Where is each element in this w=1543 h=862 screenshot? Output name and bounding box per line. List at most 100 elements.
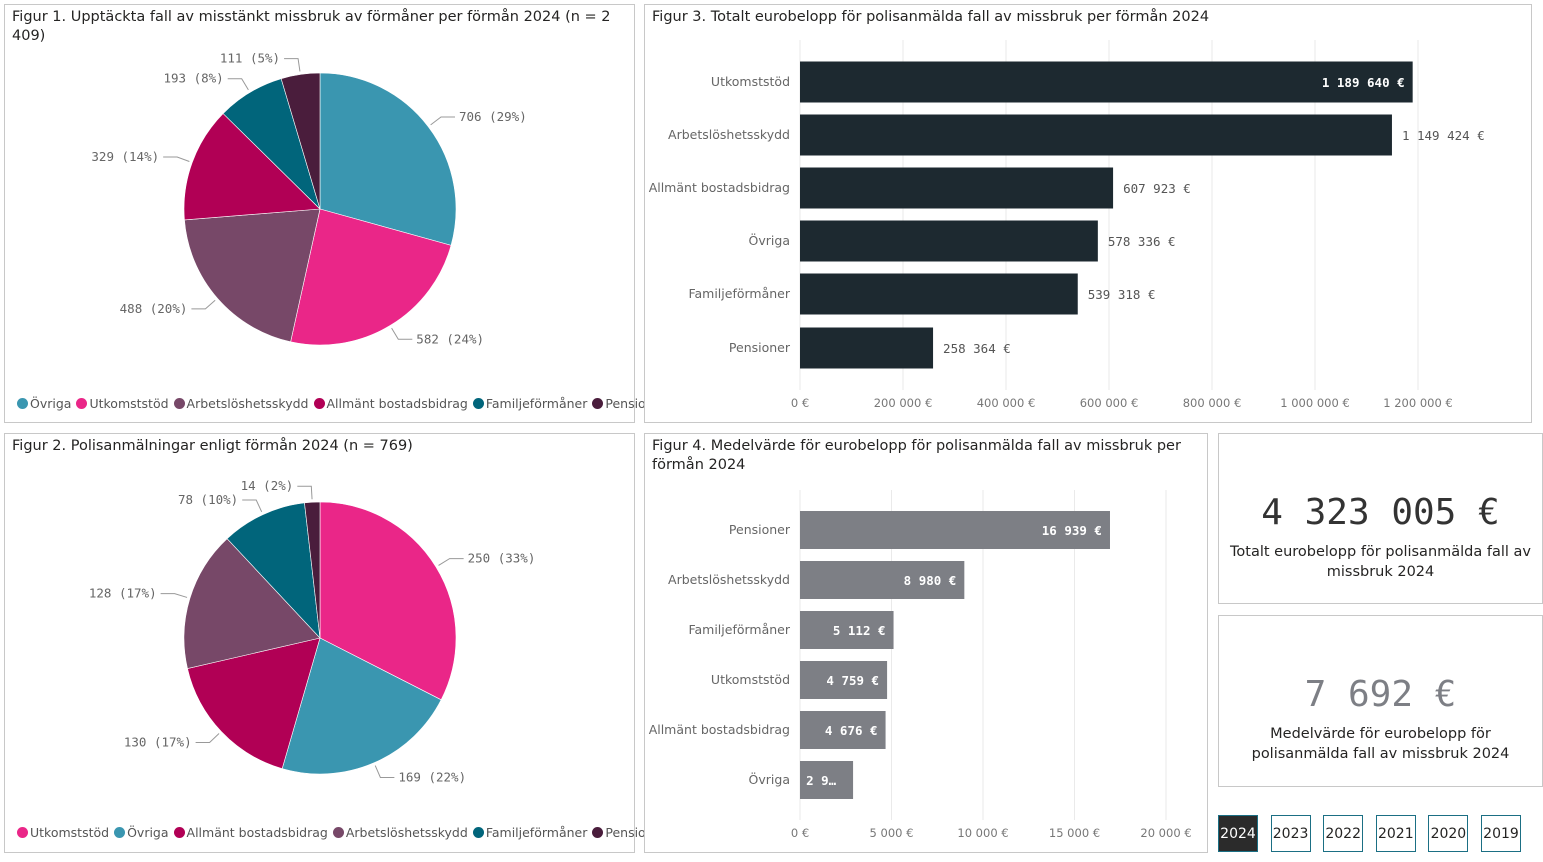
kpi-total-label: Totalt eurobelopp för polisanmälda fall …	[1230, 544, 1531, 580]
data-label: 706 (29%)	[459, 109, 527, 124]
data-label: 128 (17%)	[89, 586, 157, 601]
bar-familjeförmåner[interactable]	[800, 611, 894, 649]
legend-dot	[472, 398, 484, 409]
bar-pensioner[interactable]	[800, 327, 934, 369]
year-button-2022[interactable]: 2022	[1323, 815, 1364, 852]
leader-line	[438, 558, 464, 566]
legend-dot	[173, 398, 185, 409]
x-tick-label: 200 000 €	[874, 396, 933, 410]
bar-arbetslöshetsskydd[interactable]	[800, 114, 1392, 156]
pie-slice-allmänt-bostadsbidrag[interactable]	[183, 113, 321, 221]
legend-label: Utkomststöd	[89, 396, 169, 411]
data-label: 169 (22%)	[398, 769, 466, 784]
legend-item-familjeförmåner[interactable]: Familjeförmåner	[472, 825, 587, 840]
data-label: 8 980 €	[904, 573, 957, 588]
x-tick-label: 1 200 000 €	[1383, 396, 1453, 410]
x-tick-label: 5 000 €	[870, 826, 914, 840]
kpi-average-card: 7 692 € Medelvärde för eurobelopp för po…	[1218, 615, 1543, 787]
pie-slice-utkomststöd[interactable]	[290, 208, 452, 346]
legend-item-allmänt-bostadsbidrag[interactable]: Allmänt bostadsbidrag	[173, 825, 328, 840]
legend-item-familjeförmåner[interactable]: Familjeförmåner	[472, 396, 588, 411]
kpi-total-card: 4 323 005 € Totalt eurobelopp för polisa…	[1218, 433, 1543, 604]
bar-familjeförmåner[interactable]	[800, 273, 1078, 315]
pie-slice-pensioner[interactable]	[304, 501, 321, 639]
legend-label: Utkomststöd	[30, 825, 110, 840]
legend-item-arbetslöshetsskydd[interactable]: Arbetslöshetsskydd	[173, 396, 309, 411]
category-label: Allmänt bostadsbidrag	[649, 722, 790, 737]
pie-slice-arbetslöshetsskydd[interactable]	[183, 538, 321, 669]
fig3-title: Figur 3. Totalt eurobelopp för polisanmä…	[652, 9, 1210, 25]
category-label: Familjeförmåner	[688, 622, 790, 637]
bar-övriga[interactable]	[800, 761, 854, 799]
legend-label: Familjeförmåner	[485, 396, 588, 411]
bar-utkomststöd[interactable]	[800, 661, 888, 699]
x-tick-label: 600 000 €	[1080, 396, 1139, 410]
bar-utkomststöd[interactable]	[800, 61, 1413, 103]
year-button-2024[interactable]: 2024	[1218, 815, 1258, 852]
bar-pensioner[interactable]	[800, 511, 1110, 549]
year-button-2020[interactable]: 2020	[1428, 815, 1469, 852]
pie-slice-övriga[interactable]	[281, 637, 442, 775]
pie-slice-pensioner[interactable]	[280, 72, 321, 210]
pie-slice-utkomststöd[interactable]	[319, 501, 457, 701]
category-label: Pensioner	[729, 522, 791, 537]
data-label: 111 (5%)	[220, 51, 280, 66]
legend-label: Allmänt bostadsbidrag	[186, 825, 328, 840]
category-label: Övriga	[749, 232, 790, 248]
legend-dot	[173, 827, 185, 838]
bar-allmänt-bostadsbidrag[interactable]	[800, 711, 886, 749]
pie-slice-allmänt-bostadsbidrag[interactable]	[187, 637, 321, 770]
data-label: 607 923 €	[1123, 181, 1191, 196]
year-button-2023[interactable]: 2023	[1270, 815, 1311, 852]
legend-item-övriga[interactable]: Övriga	[114, 825, 169, 840]
leader-line	[284, 58, 301, 72]
legend-item-övriga[interactable]: Övriga	[17, 396, 71, 411]
legend-item-utkomststöd[interactable]: Utkomststöd	[17, 825, 109, 840]
leader-line	[160, 593, 188, 598]
leader-line	[227, 78, 249, 91]
year-button-2021[interactable]: 2021	[1375, 815, 1416, 852]
pie-slice-övriga[interactable]	[319, 72, 457, 246]
x-tick-label: 20 000 €	[1140, 826, 1191, 840]
data-label: 539 318 €	[1088, 287, 1156, 302]
legend-item-allmänt-bostadsbidrag[interactable]: Allmänt bostadsbidrag	[313, 396, 468, 411]
category-label: Familjeförmåner	[688, 286, 790, 301]
year-button-2019[interactable]: 2019	[1481, 815, 1521, 852]
leader-line	[195, 733, 220, 743]
fig1-legend: Övriga Utkomststöd Arbetslöshetsskydd Allmä…	[17, 396, 666, 411]
data-label: 78 (10%)	[178, 492, 238, 507]
bar-allmänt-bostadsbidrag[interactable]	[800, 167, 1114, 209]
category-label: Utkomststöd	[711, 672, 790, 687]
fig4-title: Figur 4. Medelvärde för eurobelopp för p…	[652, 438, 1181, 473]
kpi-average-value: 7 692 €	[1304, 674, 1457, 715]
data-label: 16 939 €	[1042, 523, 1102, 538]
fig2-title: Figur 2. Polisanmälningar enligt förmån …	[12, 438, 413, 454]
category-label: Pensioner	[729, 340, 791, 355]
leader-line	[391, 327, 413, 340]
legend-label: Övriga	[127, 825, 169, 840]
leader-line	[297, 485, 313, 500]
legend-label: Övriga	[30, 396, 72, 411]
data-label: 1 149 424 €	[1402, 128, 1485, 143]
data-label: 2 9…	[806, 773, 837, 788]
data-label: 582 (24%)	[416, 331, 484, 346]
leader-line	[163, 156, 190, 162]
legend-item-utkomststöd[interactable]: Utkomststöd	[76, 396, 169, 411]
fig1-title: Figur 1. Upptäckta fall av misstänkt mis…	[12, 9, 611, 44]
legend-dot	[592, 398, 604, 409]
data-label: 4 676 €	[825, 723, 878, 738]
data-label: 1 189 640 €	[1322, 75, 1405, 90]
legend-label: Arbetslöshetsskydd	[345, 825, 468, 840]
pie-slice-familjeförmåner[interactable]	[226, 502, 321, 639]
bar-arbetslöshetsskydd[interactable]	[800, 561, 965, 599]
bar-övriga[interactable]	[800, 220, 1098, 262]
x-tick-label: 800 000 €	[1183, 396, 1242, 410]
x-tick-label: 10 000 €	[957, 826, 1008, 840]
data-label: 488 (20%)	[120, 301, 188, 316]
legend-dot	[76, 398, 88, 409]
kpi-total-value: 4 323 005 €	[1261, 492, 1500, 533]
legend-item-arbetslöshetsskydd[interactable]: Arbetslöshetsskydd	[332, 825, 468, 840]
pie-slice-arbetslöshetsskydd[interactable]	[184, 208, 321, 343]
data-label: 578 336 €	[1108, 234, 1176, 249]
